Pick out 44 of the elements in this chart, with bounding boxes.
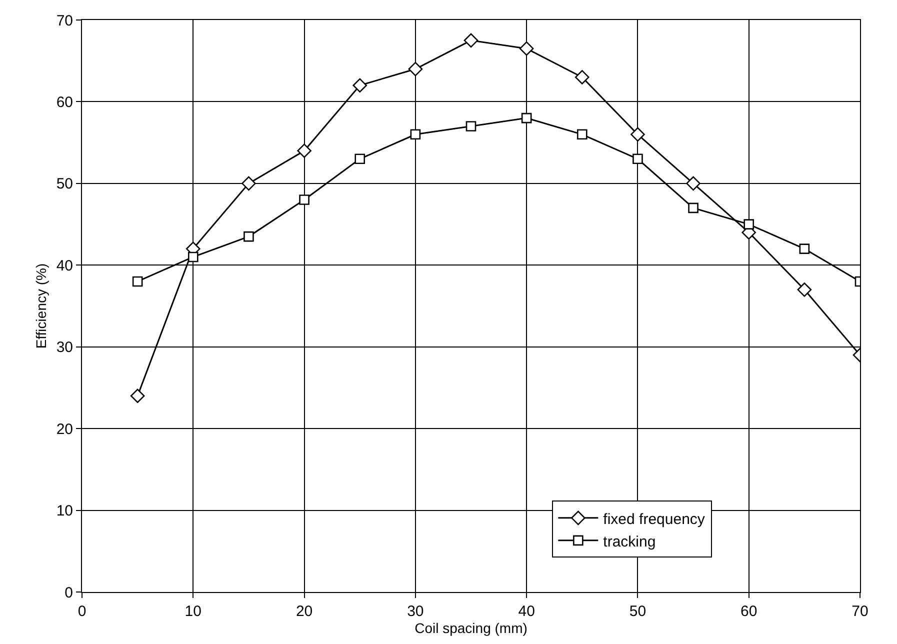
x-tick-label: 30 [407,603,424,620]
point [688,202,698,214]
y-tick-label: 20 [56,420,73,438]
point [797,282,812,297]
point [630,127,645,142]
point [132,276,143,287]
x-tick-label: 70 [852,603,868,620]
y-tick-label: 70 [56,12,73,30]
y-axis-title: Efficiency (%) [32,263,49,349]
point [244,231,254,242]
legend-label: tracking [603,533,656,550]
y-tick-label: 60 [56,94,73,111]
point [297,144,312,158]
y-tick-label: 50 [56,176,73,193]
point [410,129,421,140]
point [188,252,198,262]
point [130,388,145,404]
x-tick-label: 60 [740,603,758,620]
point [352,78,368,93]
legend-label: fixed frequency [603,510,706,528]
x-tick-label: 10 [184,603,202,620]
y-tick-label: 40 [56,257,73,274]
point [242,176,256,191]
point [464,33,478,48]
x-axis-title: Coil spacing (mm) [414,620,528,636]
point [466,121,476,132]
point [686,176,700,191]
y-tick-label: 30 [56,339,73,356]
point [799,244,810,254]
point [519,41,534,56]
y-tick-label: 0 [64,584,73,602]
point [576,129,588,140]
point [354,154,366,164]
point [521,112,532,124]
point [408,62,423,76]
point [744,219,754,230]
x-tick-label: 40 [518,603,535,620]
x-tick-label: 0 [78,603,86,620]
y-tick-label: 10 [56,502,73,520]
x-tick-label: 20 [296,603,313,620]
point [574,70,590,84]
point [299,194,310,205]
x-tick-label: 50 [629,603,646,620]
point [632,154,643,164]
